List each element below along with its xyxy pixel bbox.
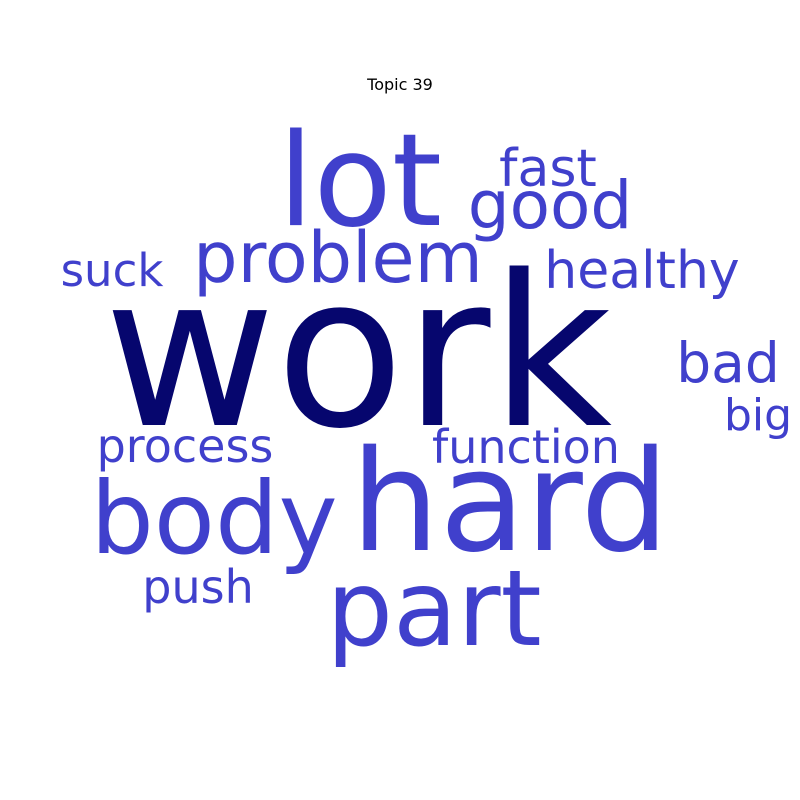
word-big: big: [724, 390, 792, 441]
word-bad: bad: [676, 331, 780, 395]
word-good: good: [468, 167, 633, 244]
word-fast: fast: [499, 139, 597, 199]
word-process: process: [97, 419, 274, 473]
word-function: function: [432, 420, 620, 474]
word-lot: lot: [278, 107, 442, 256]
word-work: work: [104, 230, 612, 475]
word-hard: hard: [351, 421, 670, 584]
word-suck: suck: [61, 244, 164, 297]
chart-title: Topic 39: [367, 75, 433, 94]
word-healthy: healthy: [544, 241, 739, 301]
word-push: push: [142, 560, 253, 614]
word-part: part: [326, 548, 541, 670]
word-body: body: [90, 460, 337, 577]
word-problem: problem: [193, 217, 483, 299]
